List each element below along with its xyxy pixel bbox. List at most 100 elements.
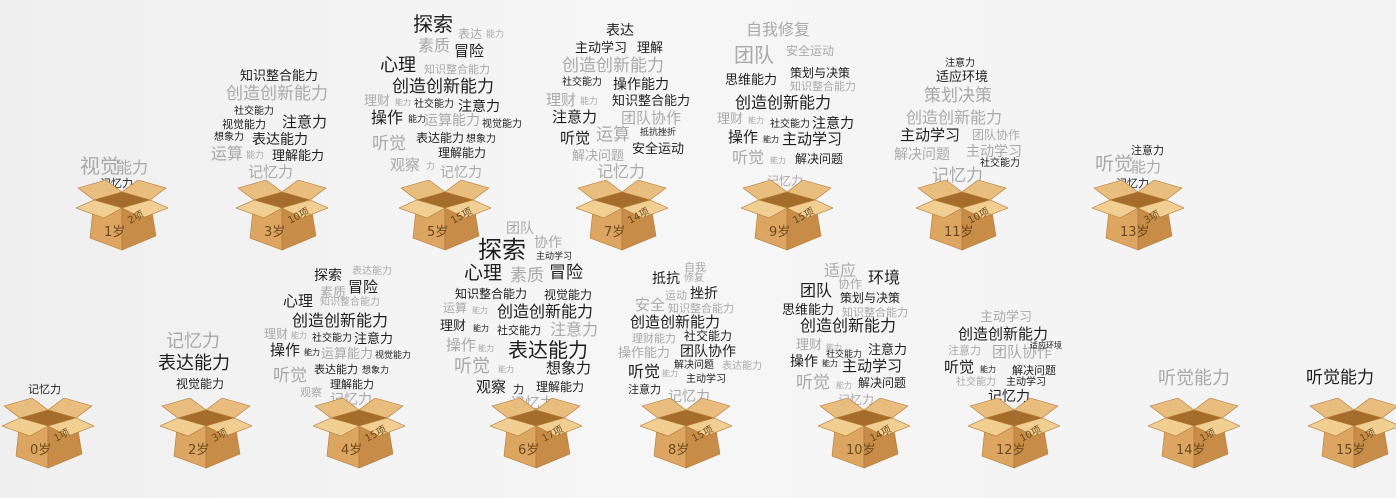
ability-word: 观察 bbox=[390, 156, 421, 174]
ability-word: 听觉 bbox=[628, 362, 661, 381]
ability-word: 能力 bbox=[486, 30, 505, 40]
ability-word: 社交能力 bbox=[684, 329, 733, 343]
ability-word: 听觉 bbox=[560, 129, 591, 147]
ability-word: 听觉能力 bbox=[1158, 368, 1230, 389]
ability-word: 主动学习 bbox=[782, 130, 843, 148]
ability-word: 团队 bbox=[734, 43, 774, 67]
ability-word: 表达 bbox=[606, 23, 634, 39]
ability-word: 主动学习 bbox=[686, 374, 726, 385]
ability-word: 运算能力 bbox=[321, 347, 374, 362]
ability-word: 能力 bbox=[246, 151, 265, 161]
ability-word: 能力 bbox=[395, 98, 411, 107]
ability-word: 团队 bbox=[800, 281, 833, 300]
ability-word: 探索 bbox=[478, 236, 526, 264]
ability-word: 能力 bbox=[291, 331, 307, 340]
ability-word: 抵抗挫折 bbox=[640, 128, 677, 138]
ability-word: 能力 bbox=[1131, 158, 1162, 176]
ability-word: 能力 bbox=[980, 365, 996, 374]
ability-word: 自我 bbox=[684, 261, 706, 274]
ability-word: 环境 bbox=[868, 268, 901, 287]
ability-word: 社交能力 bbox=[562, 77, 602, 88]
ability-word: 理解能力 bbox=[330, 378, 374, 391]
ability-word: 视觉能力 bbox=[222, 118, 266, 131]
age-label: 5岁 bbox=[427, 225, 448, 240]
ability-word: 力 bbox=[513, 383, 524, 396]
age-label: 14岁 bbox=[1176, 443, 1206, 458]
ability-word: 运动 bbox=[665, 289, 687, 302]
ability-word: 创造创新能力 bbox=[906, 108, 1003, 127]
ability-word: 理财 bbox=[796, 338, 823, 353]
ability-word: 能力 bbox=[478, 344, 494, 353]
ability-word: 能力 bbox=[770, 156, 786, 165]
ability-word: 创造创新能力 bbox=[630, 313, 721, 331]
ability-word: 知识整合能力 bbox=[612, 94, 691, 109]
box-flap-front-right bbox=[1353, 417, 1396, 437]
ability-word: 能力 bbox=[662, 369, 678, 378]
ability-word: 视觉能力 bbox=[482, 119, 522, 130]
ability-word: 观察 bbox=[476, 378, 507, 396]
ability-word: 知识整合能力 bbox=[455, 287, 528, 301]
ability-word: 素质 bbox=[418, 36, 451, 55]
ability-word: 心理 bbox=[464, 262, 503, 284]
ability-word: 能力 bbox=[748, 116, 764, 125]
box-flap-front-right bbox=[1137, 199, 1184, 219]
ability-word: 表达能力 bbox=[314, 363, 358, 376]
ability-word: 主动学习 bbox=[980, 310, 1033, 325]
ability-word: 主动学习 bbox=[842, 357, 903, 375]
ability-word: 心理 bbox=[283, 292, 314, 310]
ability-word: 解决问题 bbox=[1012, 364, 1056, 377]
ability-word: 安全运动 bbox=[786, 44, 835, 58]
ability-word: 理财 bbox=[717, 112, 744, 127]
ability-word: 解决问题 bbox=[674, 360, 714, 371]
ability-word: 视觉能力 bbox=[375, 351, 412, 361]
ability-word: 知识整合能力 bbox=[668, 302, 734, 315]
ability-word: 修复 bbox=[684, 273, 704, 284]
ability-word: 视觉 bbox=[80, 154, 120, 178]
ability-word: 探索 bbox=[413, 12, 453, 36]
ability-word: 想象力 bbox=[466, 134, 496, 145]
age-label: 11岁 bbox=[944, 225, 974, 240]
ability-word: 团队 bbox=[506, 221, 534, 237]
age-label: 0岁 bbox=[30, 443, 51, 458]
box-flap-front-right bbox=[685, 417, 732, 437]
ability-word: 理解能力 bbox=[272, 149, 325, 164]
ability-word: 表达能力 bbox=[508, 338, 588, 362]
ability-word: 注意力 bbox=[552, 108, 598, 126]
age-label: 7岁 bbox=[604, 225, 625, 240]
ability-word: 理财 bbox=[364, 94, 391, 109]
ability-word: 运算 bbox=[443, 301, 468, 315]
ability-word: 表达能力 bbox=[252, 132, 308, 148]
ability-word: 记忆力 bbox=[1116, 177, 1149, 190]
ability-word: 思维能力 bbox=[782, 303, 835, 318]
age-label: 2岁 bbox=[188, 443, 209, 458]
ability-word: 想象力 bbox=[362, 366, 390, 376]
ability-word: 策划与决策 bbox=[840, 291, 901, 305]
box-flap-front-right bbox=[47, 417, 94, 437]
ability-word: 理财 bbox=[264, 327, 289, 341]
ability-word: 能力 bbox=[822, 359, 838, 368]
ability-word: 社交能力 bbox=[980, 158, 1020, 169]
ability-word: 注意力 bbox=[282, 113, 328, 131]
box-flap-front-right bbox=[863, 417, 910, 437]
ability-word: 视觉能力 bbox=[176, 377, 225, 391]
ability-word: 适应环境 bbox=[1030, 341, 1062, 350]
ability-word: 素质 bbox=[320, 286, 347, 301]
ability-word: 注意力 bbox=[812, 116, 854, 132]
ability-word: 团队协作 bbox=[680, 344, 736, 360]
box-flap-front-right bbox=[205, 417, 252, 437]
ability-word: 社交能力 bbox=[770, 119, 810, 130]
ability-word: 素质 bbox=[510, 266, 544, 286]
ability-word: 记忆力 bbox=[248, 163, 294, 181]
box-flap-front-right bbox=[786, 199, 833, 219]
ability-word: 社交能力 bbox=[234, 106, 274, 117]
ability-word: 社交能力 bbox=[497, 324, 541, 337]
ability-word: 安全运动 bbox=[632, 142, 685, 157]
ability-word: 注意力 bbox=[868, 343, 908, 358]
